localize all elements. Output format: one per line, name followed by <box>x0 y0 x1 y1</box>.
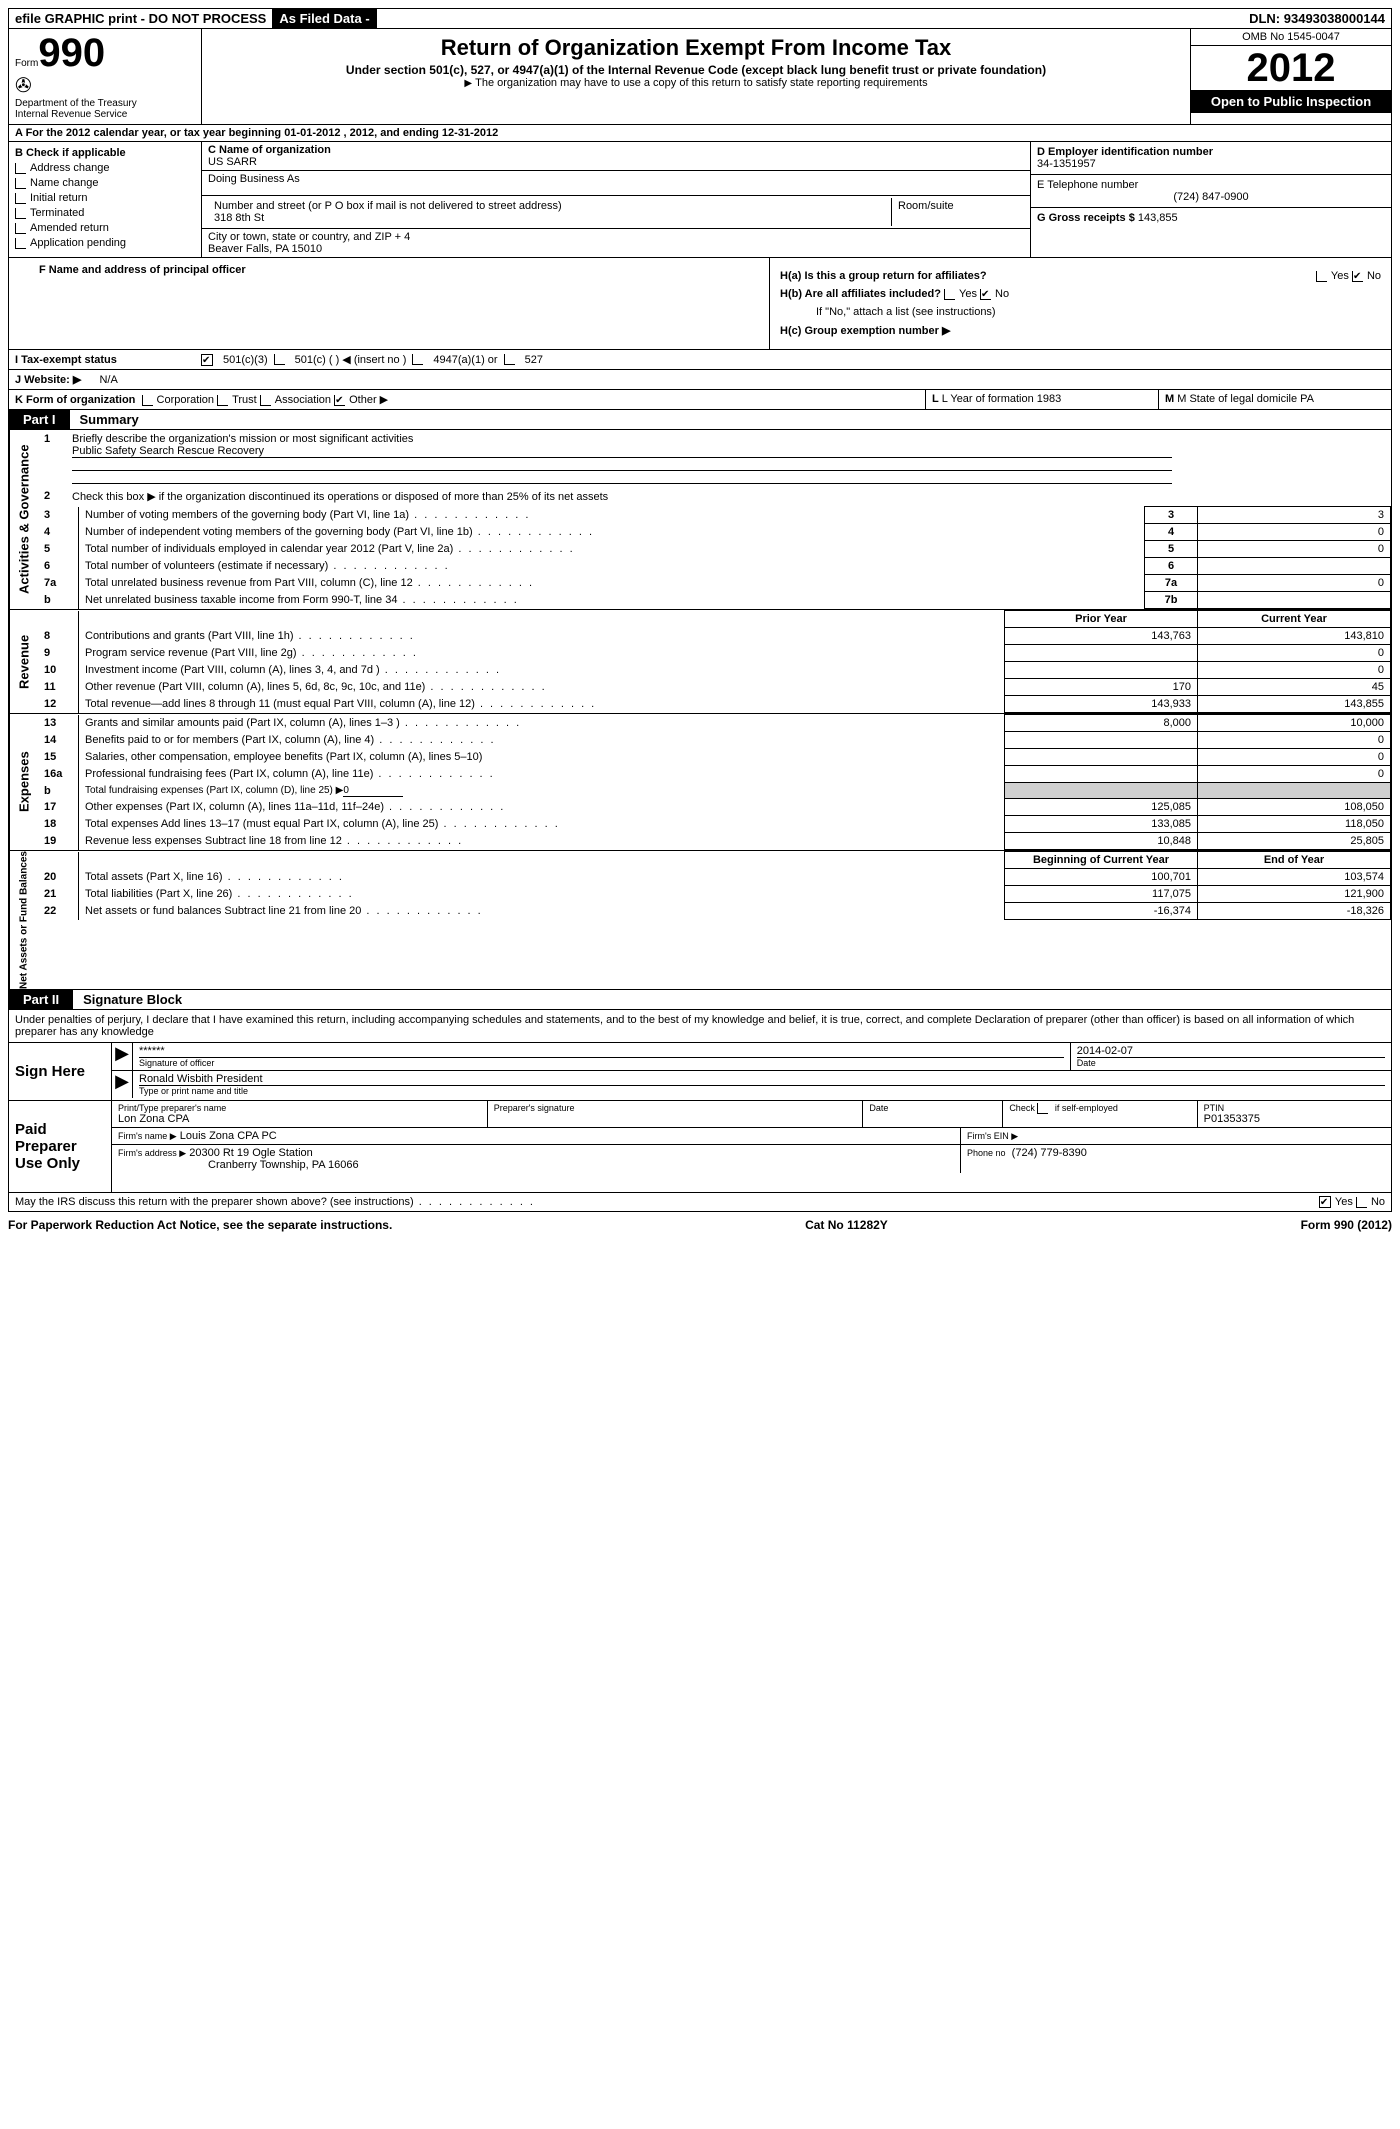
tax-exempt-status: I Tax-exempt status 501(c)(3) 501(c) ( )… <box>8 350 1392 370</box>
tax-year-row: A For the 2012 calendar year, or tax yea… <box>8 125 1392 142</box>
name-address: C Name of organization US SARR Doing Bus… <box>202 142 1030 257</box>
org-info-block: B Check if applicable Address change Nam… <box>8 142 1392 258</box>
check-if-applicable: B Check if applicable Address change Nam… <box>9 142 202 257</box>
expenses-block: Expenses 13Grants and similar amounts pa… <box>8 714 1392 851</box>
efile-notice: efile GRAPHIC print - DO NOT PROCESS <box>9 9 273 28</box>
k-l-m-row: K Form of organization Corporation Trust… <box>8 390 1392 410</box>
signature-block: Under penalties of perjury, I declare th… <box>8 1010 1392 1212</box>
part2-header: Part II Signature Block <box>8 990 1392 1010</box>
header-bar: efile GRAPHIC print - DO NOT PROCESS As … <box>8 8 1392 29</box>
page-footer: For Paperwork Reduction Act Notice, see … <box>8 1212 1392 1238</box>
year-box: OMB No 1545-0047 2012 Open to Public Ins… <box>1190 29 1391 124</box>
title-box: Return of Organization Exempt From Incom… <box>202 29 1190 124</box>
ein-contact: D Employer identification number 34-1351… <box>1030 142 1391 257</box>
dln: DLN: 93493038000144 <box>1243 9 1391 28</box>
form-title-row: Form990 ✇ Department of the Treasury Int… <box>8 29 1392 125</box>
net-assets-block: Net Assets or Fund Balances Beginning of… <box>8 851 1392 990</box>
form-990-box: Form990 ✇ Department of the Treasury Int… <box>9 29 202 124</box>
sign-here: Sign Here ▶ ****** Signature of officer … <box>9 1042 1391 1100</box>
part1-header: Part I Summary <box>8 410 1392 430</box>
activities-governance: Activities & Governance 1 Briefly descri… <box>8 430 1392 610</box>
principal-h-row: F Name and address of principal officer … <box>8 258 1392 350</box>
principal-officer: F Name and address of principal officer <box>9 258 770 349</box>
paid-preparer: Paid Preparer Use Only Print/Type prepar… <box>9 1100 1391 1192</box>
lines-3-7: 3Number of voting members of the governi… <box>38 506 1391 609</box>
website-row: J Website: ▶ N/A <box>8 370 1392 390</box>
revenue-block: Revenue Prior YearCurrent Year 8Contribu… <box>8 610 1392 714</box>
group-return: H(a) Is this a group return for affiliat… <box>770 258 1391 349</box>
form-title: Return of Organization Exempt From Incom… <box>210 35 1182 61</box>
as-filed: As Filed Data - <box>273 9 376 28</box>
